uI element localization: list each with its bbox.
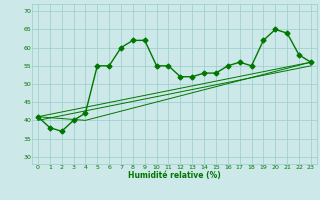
X-axis label: Humidité relative (%): Humidité relative (%) bbox=[128, 171, 221, 180]
